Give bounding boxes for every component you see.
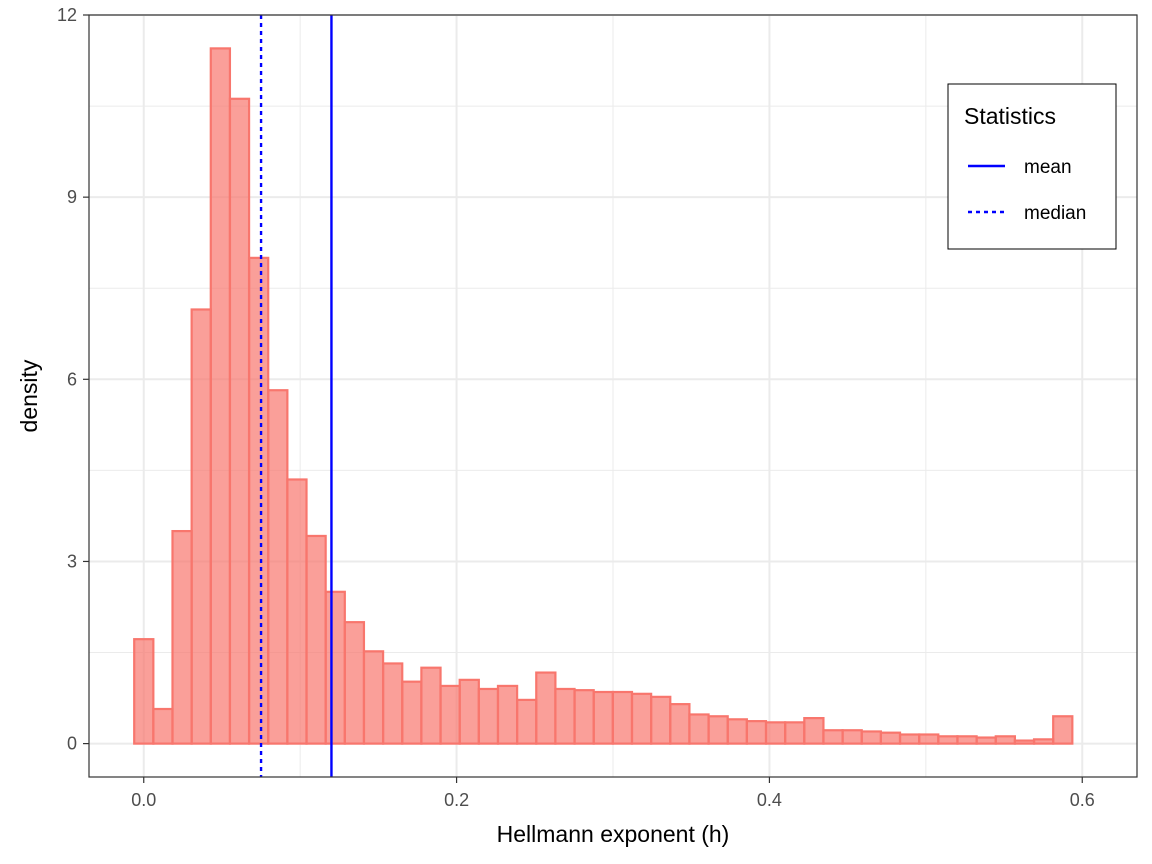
histogram-bar [535,671,557,745]
legend-label-median: median [1024,203,1086,224]
histogram-bar [152,707,174,745]
x-tick-label: 0.4 [757,790,782,810]
y-tick-label: 12 [57,5,77,25]
x-axis-title: Hellmann exponent (h) [497,821,730,847]
histogram-bar [937,735,959,745]
histogram-bar [918,733,940,745]
histogram-bar [784,721,806,745]
histogram-bar [1032,738,1055,745]
histogram-bar [803,717,825,745]
histogram-bar [764,721,787,745]
y-axis-title: density [16,359,42,432]
histogram-bar [726,718,748,745]
histogram-bar [611,690,634,745]
histogram-bar [745,720,768,745]
histogram-bar [267,389,289,745]
histogram-bar [1013,739,1036,745]
histogram-bar [190,308,212,745]
histogram-bar [305,534,327,745]
histogram-bar [822,729,844,745]
histogram-bar [1052,715,1074,745]
histogram-bars [133,47,1074,745]
histogram-bar [420,666,442,745]
histogram-bar [401,680,423,745]
histogram-bar [439,684,461,745]
y-tick-label: 6 [67,369,77,389]
plot-panel-border [88,14,1138,778]
x-tick-label: 0.2 [444,790,469,810]
histogram-bar [516,698,538,745]
histogram-bar [496,684,519,745]
y-tick-label: 3 [67,551,77,571]
histogram-bar [879,731,902,745]
legend: Statistics mean median [947,83,1117,250]
histogram-bar [362,650,385,745]
histogram-bar [343,621,366,745]
y-tick-label: 9 [67,187,77,207]
histogram-bar [209,47,232,745]
histogram-bar [573,689,595,745]
histogram-bar [841,729,863,745]
histogram-bar [860,730,882,745]
x-tick-label: 0.6 [1070,790,1095,810]
x-tick-label: 0.0 [131,790,156,810]
histogram-bar [171,529,193,745]
legend-box [947,83,1117,250]
x-axis-ticks: 0.0 0.2 0.4 0.6 [131,777,1095,810]
y-axis-ticks: 0 3 6 9 12 [57,5,89,754]
histogram-bar [381,662,404,745]
legend-title: Statistics [964,103,1056,129]
histogram-bar [324,590,346,745]
statistic-lines [259,15,333,777]
histogram-bar [630,692,653,745]
histogram-bar [554,687,576,745]
histogram-bar [975,736,997,745]
histogram-bar [898,733,921,745]
histogram-bar [247,256,270,745]
histogram-bar [956,735,978,745]
histogram-bar [286,478,308,745]
histogram-bar [688,713,710,745]
histogram-bar [994,735,1017,745]
histogram-bar [228,97,251,745]
y-tick-label: 0 [67,734,77,754]
histogram-bar [592,690,614,745]
histogram-bar [477,687,500,745]
legend-label-mean: mean [1024,157,1072,178]
histogram-bar [707,715,729,745]
histogram-bar [458,678,480,745]
histogram-bar [669,703,691,745]
histogram-bar [133,638,155,745]
histogram-bar [650,695,672,745]
